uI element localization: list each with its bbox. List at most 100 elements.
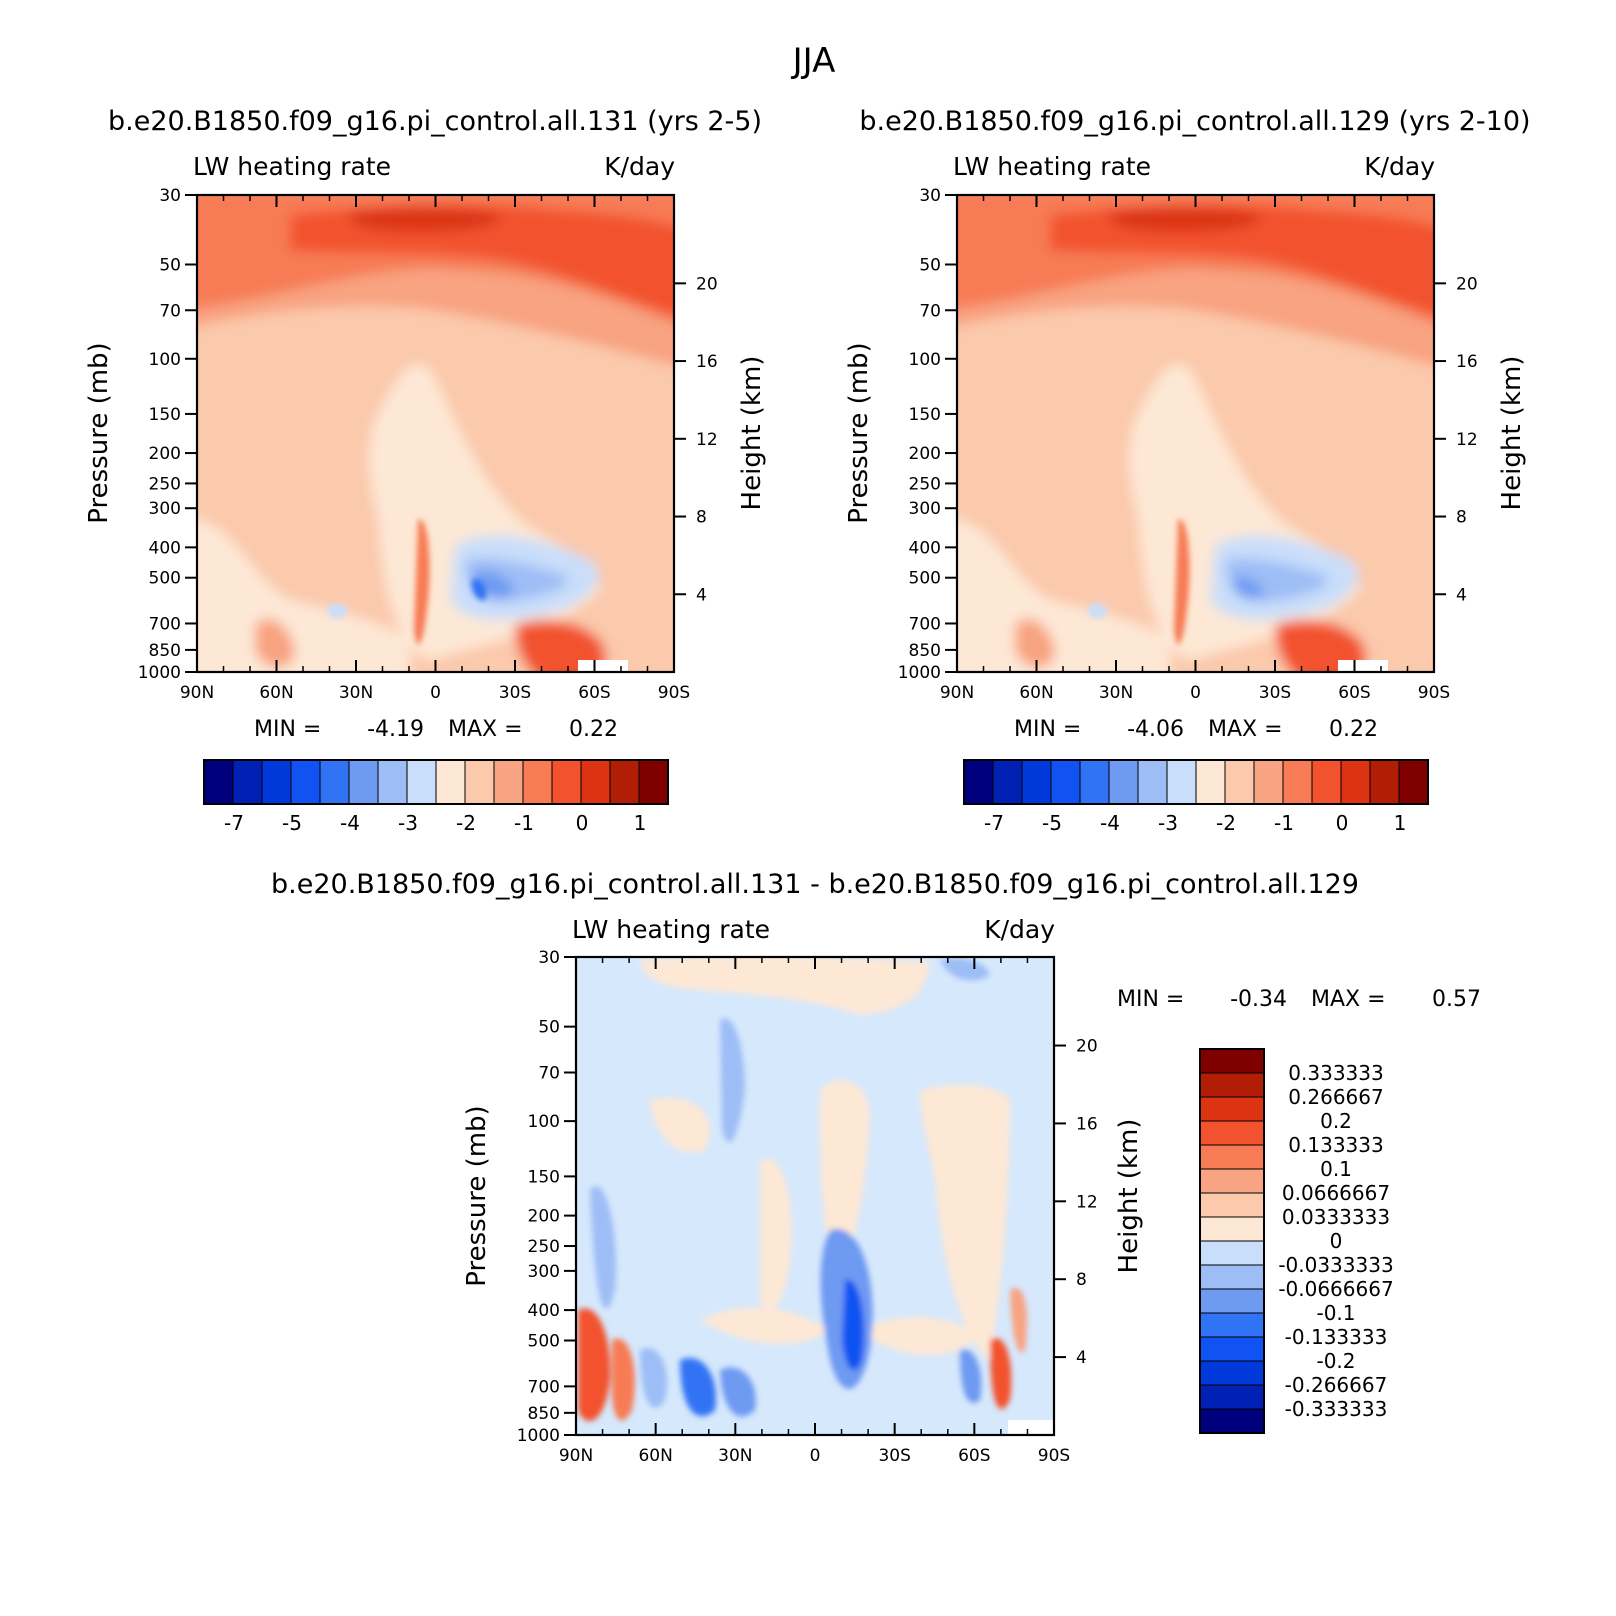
- y2-tick-label: 8: [1456, 508, 1467, 528]
- y-tick-label: 850: [528, 1404, 560, 1424]
- colorbar-label: -4: [1100, 811, 1120, 835]
- colorbar-swatch: [1224, 759, 1255, 805]
- colorbar-swatch: [406, 759, 437, 805]
- colorbar-swatch: [1199, 1096, 1265, 1122]
- colorbar-swatch: [464, 759, 495, 805]
- colorbar-swatch: [551, 759, 582, 805]
- y-tick-label: 200: [149, 444, 181, 464]
- y-tick-label: 700: [528, 1377, 560, 1397]
- x-tick-label: 60N: [1019, 683, 1053, 703]
- y2-tick-label: 20: [1076, 1037, 1098, 1057]
- y-tick-label: 500: [909, 569, 941, 589]
- y-tick-label: 1000: [138, 663, 181, 683]
- y-axis-label: Pressure (mb): [462, 1105, 492, 1286]
- y2-tick-label: 8: [1076, 1270, 1087, 1290]
- colorbar-label: 0.1: [1320, 1157, 1352, 1181]
- y-tick-label: 300: [149, 499, 181, 519]
- y2-tick-label: 12: [1456, 430, 1478, 450]
- colorbar-label: 0: [1336, 811, 1349, 835]
- colorbar-swatch: [377, 759, 408, 805]
- colorbar-swatch: [1199, 1216, 1265, 1242]
- y2-axis-label: Height (km): [737, 356, 767, 511]
- units-label: K/day: [984, 915, 1055, 944]
- colorbar-label: -1: [514, 811, 534, 835]
- units-label: K/day: [604, 152, 675, 181]
- y-tick-label: 100: [528, 1112, 560, 1132]
- x-tick-label: 30S: [499, 683, 531, 703]
- colorbar-swatch: [1199, 1144, 1265, 1170]
- colorbar-label: -2: [456, 811, 476, 835]
- colorbar-swatch: [992, 759, 1023, 805]
- colorbar-label: -0.133333: [1285, 1325, 1388, 1349]
- colorbar: [1199, 1048, 1265, 1434]
- colorbar-swatch: [1166, 759, 1197, 805]
- max-value: 0.22: [1329, 717, 1378, 742]
- panel-case2: b.e20.B1850.f09_g16.pi_control.all.129 (…: [844, 106, 1531, 835]
- colorbar-swatch: [261, 759, 292, 805]
- colorbar-label: -5: [1042, 811, 1062, 835]
- x-tick-label: 60S: [958, 1446, 990, 1466]
- colorbar-swatch: [638, 759, 669, 805]
- y2-tick-label: 12: [1076, 1192, 1098, 1212]
- colorbar-labels: 0.333333 0.266667 0.2 0.133333 0.1 0.066…: [1278, 1061, 1393, 1421]
- colorbar-label: -0.1: [1316, 1301, 1355, 1325]
- y-tick-label: 70: [538, 1064, 560, 1084]
- colorbar: [963, 759, 1429, 805]
- x-tick-label: 30N: [718, 1446, 752, 1466]
- colorbar-swatch: [348, 759, 379, 805]
- y-tick-label: 30: [538, 948, 560, 968]
- colorbar-label: -0.0333333: [1278, 1253, 1393, 1277]
- colorbar-swatch: [232, 759, 263, 805]
- y-tick-label: 500: [528, 1332, 560, 1352]
- colorbar-swatch: [1021, 759, 1052, 805]
- y-tick-label: 250: [528, 1237, 560, 1257]
- y-tick-label: 200: [528, 1207, 560, 1227]
- y-tick-label: 300: [909, 499, 941, 519]
- colorbar-label: -4: [340, 811, 360, 835]
- colorbar-swatch: [1340, 759, 1371, 805]
- x-tick-label: 90N: [559, 1446, 593, 1466]
- colorbar-swatch: [1199, 1384, 1265, 1410]
- colorbar-label: -3: [1158, 811, 1178, 835]
- colorbar-swatch: [1199, 1336, 1265, 1362]
- colorbar-label: 0.133333: [1288, 1133, 1383, 1157]
- colorbar-swatch: [1199, 1288, 1265, 1314]
- colorbar-swatch: [203, 759, 234, 805]
- x-tick-label: 90N: [180, 683, 214, 703]
- x-tick-label: 90S: [1038, 1446, 1070, 1466]
- colorbar-swatch: [1050, 759, 1081, 805]
- colorbar-swatch: [1311, 759, 1342, 805]
- y-tick-label: 700: [909, 614, 941, 634]
- y-axis-label: Pressure (mb): [844, 342, 874, 523]
- colorbar-swatch: [493, 759, 524, 805]
- colorbar-swatch: [1199, 1240, 1265, 1266]
- y-tick-label: 30: [159, 186, 181, 206]
- y-tick-label: 1000: [898, 663, 941, 683]
- colorbar-label: -2: [1216, 811, 1236, 835]
- max-label: MAX =: [1311, 987, 1386, 1012]
- colorbar-swatch: [1199, 1312, 1265, 1338]
- colorbar-label: 0.333333: [1288, 1061, 1383, 1085]
- y-tick-label: 400: [909, 538, 941, 558]
- colorbar-swatch: [1398, 759, 1429, 805]
- colorbar-label: -5: [282, 811, 302, 835]
- x-tick-label: 0: [430, 683, 441, 703]
- colorbar-swatch: [1282, 759, 1313, 805]
- y2-axis-label: Height (km): [1497, 356, 1527, 511]
- colorbar-label: -0.2: [1316, 1349, 1355, 1373]
- y-tick-label: 70: [159, 301, 181, 321]
- contour-field: [576, 957, 1054, 1435]
- colorbar-swatch: [580, 759, 611, 805]
- colorbar-label: -0.333333: [1285, 1397, 1388, 1421]
- colorbar-swatch: [522, 759, 553, 805]
- min-value: -4.19: [367, 717, 424, 742]
- colorbar-label: 0.0666667: [1282, 1181, 1390, 1205]
- colorbar-label: -7: [224, 811, 244, 835]
- y2-tick-label: 20: [1456, 274, 1478, 294]
- colorbar-swatch: [1108, 759, 1139, 805]
- colorbar-swatch: [1199, 1192, 1265, 1218]
- colorbar-swatch: [1137, 759, 1168, 805]
